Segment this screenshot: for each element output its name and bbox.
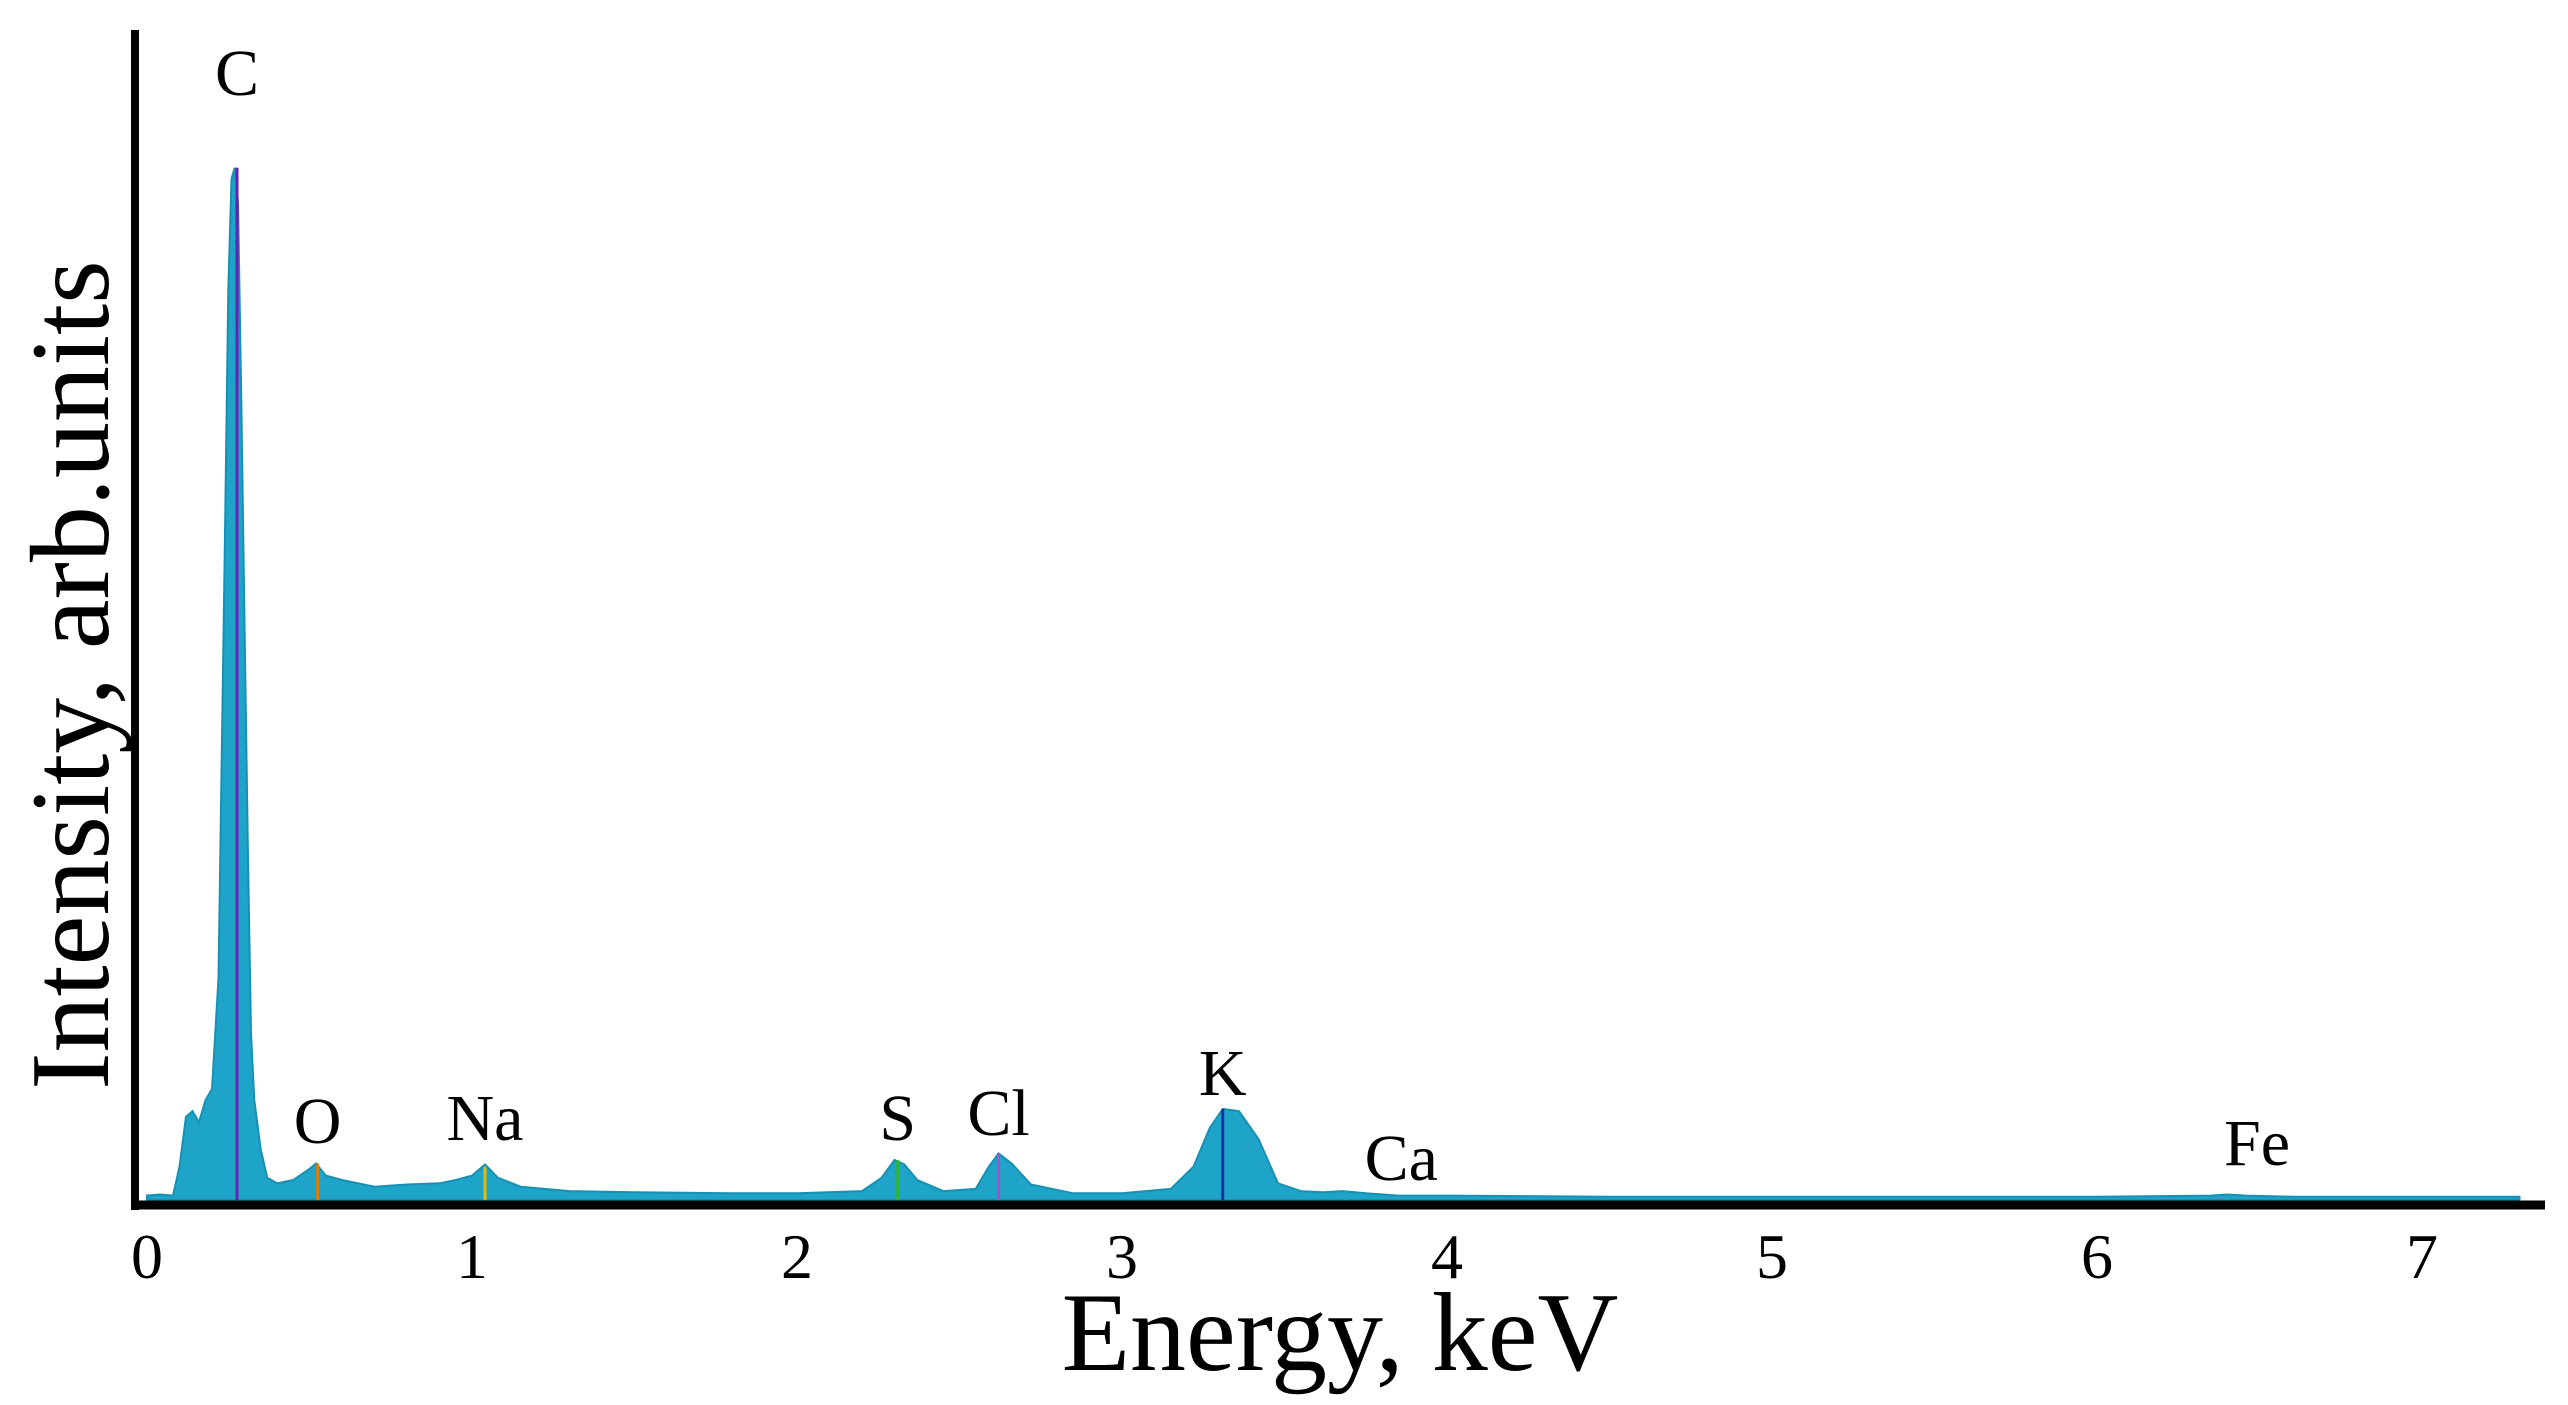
- x-axis-title: Energy, keV: [1062, 1271, 1619, 1395]
- peak-label-cl: Cl: [967, 1077, 1029, 1150]
- axes: [131, 30, 2545, 1210]
- peak-labels: C O Na S Cl K Ca Fe: [215, 37, 2290, 1195]
- spectrum-area: [146, 167, 2521, 1201]
- x-tick-label: 4: [1431, 1221, 1463, 1292]
- x-tick-label: 3: [1106, 1221, 1138, 1292]
- x-tick-label: 0: [131, 1221, 163, 1292]
- peak-label-o: O: [294, 1085, 342, 1158]
- peak-label-fe: Fe: [2224, 1107, 2290, 1180]
- x-tick-label: 6: [2081, 1221, 2113, 1292]
- x-tick-labels: 0 1 2 3 4 5 6 7: [131, 1221, 2438, 1292]
- y-axis-title: Intensity, arb.units: [9, 260, 133, 1090]
- x-tick-label: 2: [781, 1221, 813, 1292]
- peak-label-k: K: [1199, 1037, 1247, 1110]
- x-tick-label: 7: [2406, 1221, 2438, 1292]
- peak-markers: [235, 167, 2229, 1200]
- peak-label-ca: Ca: [1365, 1122, 1438, 1195]
- peak-label-s: S: [879, 1082, 916, 1155]
- peak-label-c: C: [215, 37, 259, 110]
- plot-area: [146, 167, 2521, 1201]
- x-tick-label: 5: [1756, 1221, 1788, 1292]
- x-tick-label: 1: [456, 1221, 488, 1292]
- peak-label-na: Na: [447, 1082, 524, 1155]
